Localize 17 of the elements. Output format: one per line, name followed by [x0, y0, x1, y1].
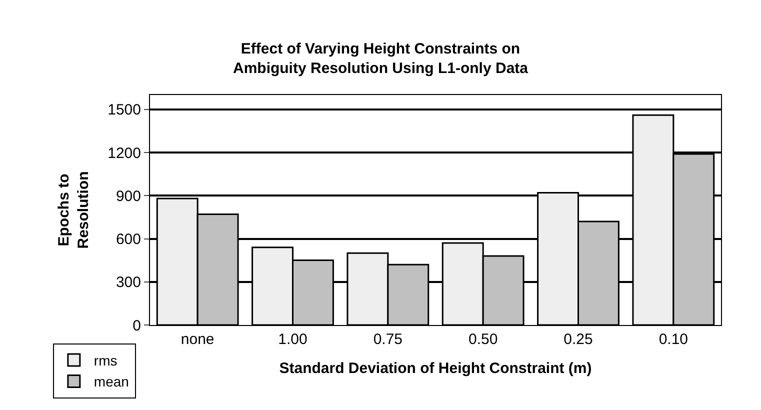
x-tick-label: 1.00	[278, 331, 308, 348]
x-tick-label: 0.75	[373, 331, 403, 348]
y-tick-label: 900	[116, 188, 141, 205]
x-tick-label: 0.10	[658, 331, 688, 348]
x-axis-title: Standard Deviation of Height Constraint (m)	[279, 360, 592, 377]
x-tick-label: none	[180, 331, 214, 348]
y-tick-label: 0	[132, 317, 141, 334]
legend-label: rms	[94, 352, 118, 368]
legend-label: mean	[94, 374, 129, 390]
y-axis-title: Epochs to Resolution	[55, 171, 92, 249]
chart-title: Effect of Varying Height Constraints on Ambiguity Resolution Using L1-only Data	[232, 40, 529, 77]
y-tick-label: 300	[116, 274, 141, 292]
y-tick-label: 1200	[108, 144, 141, 162]
y-tick-label: 1500	[108, 102, 141, 119]
x-tick-label: 0.25	[564, 331, 593, 348]
x-tick-label: 0.50	[468, 331, 498, 348]
y-tick-label: 600	[116, 231, 141, 248]
